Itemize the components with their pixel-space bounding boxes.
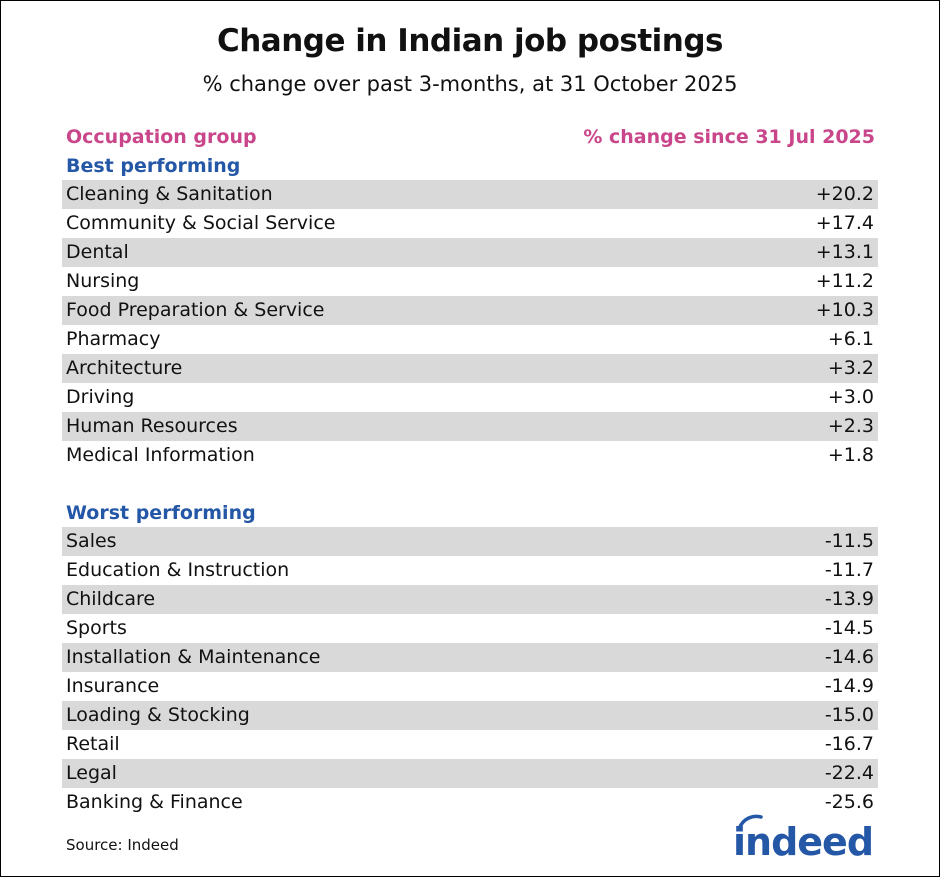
section-label-worst: Worst performing bbox=[66, 502, 256, 524]
change-value: -15.0 bbox=[824, 704, 874, 726]
change-value: -14.6 bbox=[824, 646, 874, 668]
occupation-name: Nursing bbox=[66, 270, 140, 292]
table-row: Retail -16.7 bbox=[62, 730, 878, 759]
occupation-name: Banking & Finance bbox=[66, 791, 243, 813]
change-value: -11.7 bbox=[824, 559, 874, 581]
column-header-change: % change since 31 Jul 2025 bbox=[583, 126, 875, 148]
occupation-name: Architecture bbox=[66, 357, 183, 379]
change-value: +1.8 bbox=[827, 444, 874, 466]
change-value: +20.2 bbox=[815, 183, 874, 205]
table-row: Human Resources +2.3 bbox=[62, 412, 878, 441]
occupation-name: Childcare bbox=[66, 588, 156, 610]
occupation-name: Insurance bbox=[66, 675, 160, 697]
change-value: +2.3 bbox=[827, 415, 874, 437]
change-value: +13.1 bbox=[815, 241, 874, 263]
change-value: +17.4 bbox=[815, 212, 874, 234]
logo-wordmark: indeed bbox=[733, 820, 873, 861]
table-row: Pharmacy +6.1 bbox=[62, 325, 878, 354]
occupation-name: Cleaning & Sanitation bbox=[66, 183, 273, 205]
change-value: +6.1 bbox=[827, 328, 874, 350]
table-row: Insurance -14.9 bbox=[62, 672, 878, 701]
table-row: Nursing +11.2 bbox=[62, 267, 878, 296]
change-value: -14.5 bbox=[824, 617, 874, 639]
occupation-name: Installation & Maintenance bbox=[66, 646, 321, 668]
table-row: Food Preparation & Service +10.3 bbox=[62, 296, 878, 325]
section-spacer bbox=[62, 470, 878, 499]
table-row: Cleaning & Sanitation +20.2 bbox=[62, 180, 878, 209]
section-label-best: Best performing bbox=[66, 155, 241, 177]
chart-subtitle: % change over past 3-months, at 31 Octob… bbox=[202, 72, 738, 96]
table-row: Legal -22.4 bbox=[62, 759, 878, 788]
occupation-name: Community & Social Service bbox=[66, 212, 336, 234]
indeed-logo: indeed bbox=[733, 814, 874, 861]
occupation-name: Food Preparation & Service bbox=[66, 299, 325, 321]
table-row: Education & Instruction -11.7 bbox=[62, 556, 878, 585]
change-value: -16.7 bbox=[824, 733, 874, 755]
table-row: Sports -14.5 bbox=[62, 614, 878, 643]
table-row: Architecture +3.2 bbox=[62, 354, 878, 383]
change-value: -14.9 bbox=[824, 675, 874, 697]
change-value: +10.3 bbox=[815, 299, 874, 321]
table-row: Loading & Stocking -15.0 bbox=[62, 701, 878, 730]
best-performing-rows: Cleaning & Sanitation +20.2 Community & So… bbox=[62, 180, 878, 470]
occupation-name: Retail bbox=[66, 733, 120, 755]
change-value: -22.4 bbox=[824, 762, 874, 784]
occupation-name: Sales bbox=[66, 530, 117, 552]
occupation-name: Sports bbox=[66, 617, 127, 639]
chart-title: Change in Indian job postings bbox=[216, 23, 724, 59]
occupation-name: Dental bbox=[66, 241, 129, 263]
table-row: Driving +3.0 bbox=[62, 383, 878, 412]
occupation-name: Driving bbox=[66, 386, 135, 408]
change-value: -11.5 bbox=[824, 530, 874, 552]
table-row: Childcare -13.9 bbox=[62, 585, 878, 614]
occupation-name: Education & Instruction bbox=[66, 559, 290, 581]
change-value: -13.9 bbox=[824, 588, 874, 610]
occupation-name: Pharmacy bbox=[66, 328, 161, 350]
table-row: Dental +13.1 bbox=[62, 238, 878, 267]
occupation-name: Medical Information bbox=[66, 444, 255, 466]
change-value: -25.6 bbox=[824, 791, 874, 813]
table-row: Installation & Maintenance -14.6 bbox=[62, 643, 878, 672]
table-row: Medical Information +1.8 bbox=[62, 441, 878, 470]
table-row: Sales -11.5 bbox=[62, 527, 878, 556]
column-header-occupation: Occupation group bbox=[66, 126, 257, 148]
table-row: Community & Social Service +17.4 bbox=[62, 209, 878, 238]
occupation-name: Human Resources bbox=[66, 415, 238, 437]
source-note: Source: Indeed bbox=[66, 836, 179, 854]
table-row: Banking & Finance -25.6 bbox=[62, 788, 878, 817]
occupation-name: Legal bbox=[66, 762, 117, 784]
occupation-name: Loading & Stocking bbox=[66, 704, 250, 726]
worst-performing-rows: Sales -11.5 Education & Instruction -11.7 Ch… bbox=[62, 527, 878, 817]
change-value: +3.2 bbox=[827, 357, 874, 379]
change-value: +3.0 bbox=[827, 386, 874, 408]
data-table: Best performing Cleaning & Sanitation +20… bbox=[62, 152, 878, 817]
change-value: +11.2 bbox=[815, 270, 874, 292]
